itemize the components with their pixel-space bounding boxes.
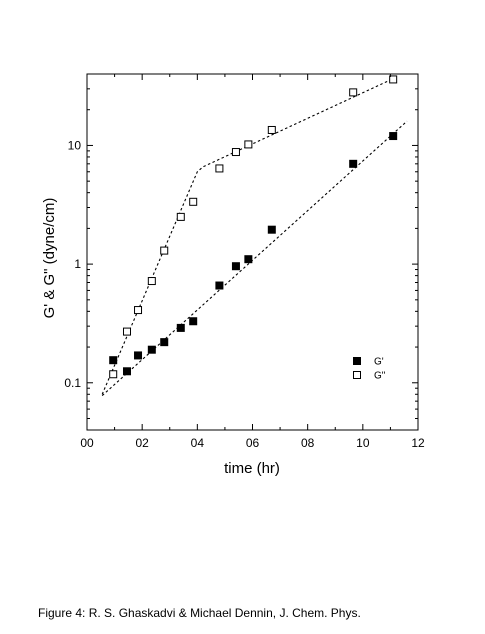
- fit-line: [101, 77, 395, 395]
- figure-caption: Figure 4: R. S. Ghaskadvi & Michael Denn…: [38, 606, 361, 620]
- data-point-gdoubleprime: [122, 327, 131, 336]
- data-point-gdoubleprime: [215, 164, 224, 173]
- data-point-gdoubleprime: [147, 277, 156, 286]
- data-point-gprime: [134, 351, 143, 360]
- data-point-gprime: [244, 255, 253, 264]
- data-point-gprime: [147, 345, 156, 354]
- y-tick-label: 10: [68, 138, 82, 152]
- data-points: [109, 75, 398, 379]
- x-tick-label: 06: [246, 436, 260, 450]
- data-point-gdoubleprime: [267, 125, 276, 134]
- data-point-gdoubleprime: [109, 370, 118, 379]
- data-point-gdoubleprime: [189, 197, 198, 206]
- legend: G' G": [353, 357, 386, 382]
- fit-line: [101, 120, 408, 397]
- x-axis-title: time (hr): [224, 460, 280, 477]
- y-tick-label: 0.1: [64, 376, 81, 390]
- data-point-gdoubleprime: [134, 306, 143, 315]
- data-point-gdoubleprime: [389, 75, 398, 84]
- y-axis-title: G' & G" (dyne/cm): [41, 198, 58, 319]
- data-point-gprime: [176, 323, 185, 332]
- data-point-gdoubleprime: [231, 148, 240, 157]
- x-tick-label: 10: [356, 436, 370, 450]
- data-point-gprime: [215, 281, 224, 290]
- data-point-gdoubleprime: [160, 246, 169, 255]
- data-point-gprime: [189, 317, 198, 326]
- y-tick-label: 1: [74, 257, 81, 271]
- x-tick-label: 00: [80, 436, 94, 450]
- x-tick-label: 04: [191, 436, 205, 450]
- legend-marker: [353, 357, 361, 365]
- data-point-gprime: [160, 338, 169, 347]
- legend-label: G': [374, 357, 384, 368]
- data-point-gprime: [122, 367, 131, 376]
- data-point-gdoubleprime: [349, 88, 358, 97]
- x-tick-label: 12: [411, 436, 425, 450]
- legend-marker: [353, 371, 361, 379]
- data-point-gprime: [389, 132, 398, 141]
- x-tick-label: 08: [301, 436, 315, 450]
- axis-ticks: 00 02 04 06 08 10 12 0.1 1 10: [64, 73, 425, 450]
- legend-label: G": [374, 371, 386, 382]
- x-tick-label: 02: [135, 436, 149, 450]
- data-point-gprime: [267, 225, 276, 234]
- data-point-gprime: [231, 262, 240, 271]
- data-point-gdoubleprime: [176, 212, 185, 221]
- plot-frame: [86, 73, 419, 431]
- data-point-gprime: [349, 159, 358, 168]
- data-point-gprime: [109, 356, 118, 365]
- data-point-gdoubleprime: [244, 140, 253, 149]
